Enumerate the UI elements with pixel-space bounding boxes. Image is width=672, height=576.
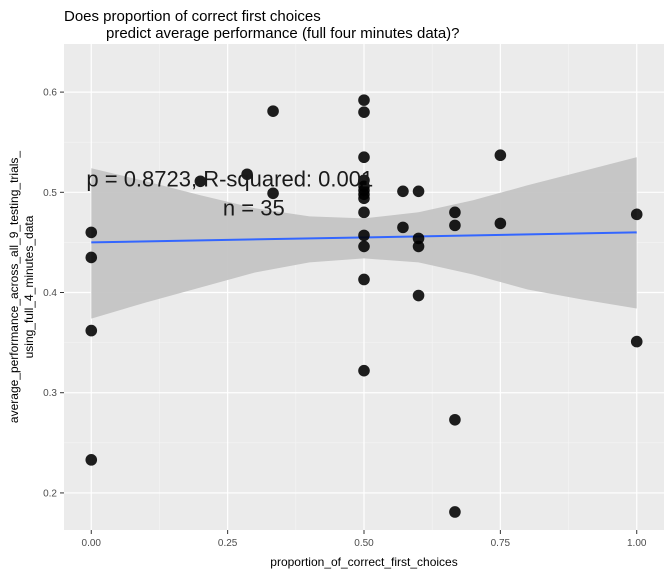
data-point (267, 105, 279, 117)
x-tick-label: 0.75 (491, 538, 511, 549)
data-points (85, 94, 643, 518)
data-point (449, 206, 461, 219)
x-tick-label: 0.00 (82, 538, 102, 549)
data-point (358, 206, 370, 219)
data-point (358, 229, 370, 242)
data-point (449, 506, 461, 518)
data-point (630, 208, 643, 221)
y-axis-title-line-2: using_full_4_minutes_data (22, 215, 36, 358)
data-point (85, 454, 98, 466)
data-point (85, 251, 98, 264)
data-point (494, 149, 507, 162)
data-point (241, 168, 253, 181)
data-point (412, 289, 425, 302)
data-point (412, 240, 425, 253)
y-axis-title-line-1: average_performance_across_all_9_testing… (7, 151, 21, 423)
data-point (358, 364, 370, 377)
x-axis-title: proportion_of_correct_first_choices (270, 555, 457, 569)
data-point (358, 240, 370, 253)
data-point (630, 335, 643, 348)
data-point (194, 175, 207, 188)
y-tick-label: 0.6 (43, 88, 57, 99)
annotation-n: n = 35 (223, 195, 285, 220)
chart-title-line-1: Does proportion of correct first choices (64, 8, 321, 25)
x-tick-label: 0.25 (218, 538, 238, 549)
chart-title-line-2: predict average performance (full four m… (106, 25, 460, 42)
axis-ticks: 0.00 0.25 0.50 0.75 1.00 0.2 0.3 0.4 0.5 0.6 (43, 88, 647, 549)
x-tick-label: 1.00 (627, 538, 647, 549)
data-point (358, 184, 370, 197)
data-point (412, 185, 425, 198)
data-point (358, 273, 370, 286)
data-point (85, 324, 98, 337)
x-tick-label: 0.50 (354, 538, 374, 549)
y-tick-label: 0.5 (43, 188, 57, 199)
y-tick-label: 0.3 (43, 388, 57, 399)
y-tick-label: 0.4 (43, 288, 57, 299)
y-tick-label: 0.2 (43, 488, 57, 499)
data-point (358, 106, 370, 118)
data-point (358, 94, 370, 106)
data-point (494, 217, 507, 230)
data-point (397, 185, 409, 198)
data-point (449, 413, 461, 426)
data-point (85, 226, 98, 239)
data-point (358, 151, 370, 164)
data-point (267, 187, 279, 200)
annotations: p = 0.8723, R-squared: 0.001 n = 35 (86, 166, 373, 220)
data-point (358, 192, 370, 205)
data-point (449, 219, 461, 232)
annotation-stats: p = 0.8723, R-squared: 0.001 (86, 166, 373, 191)
data-point (397, 221, 409, 234)
data-point (412, 232, 425, 245)
